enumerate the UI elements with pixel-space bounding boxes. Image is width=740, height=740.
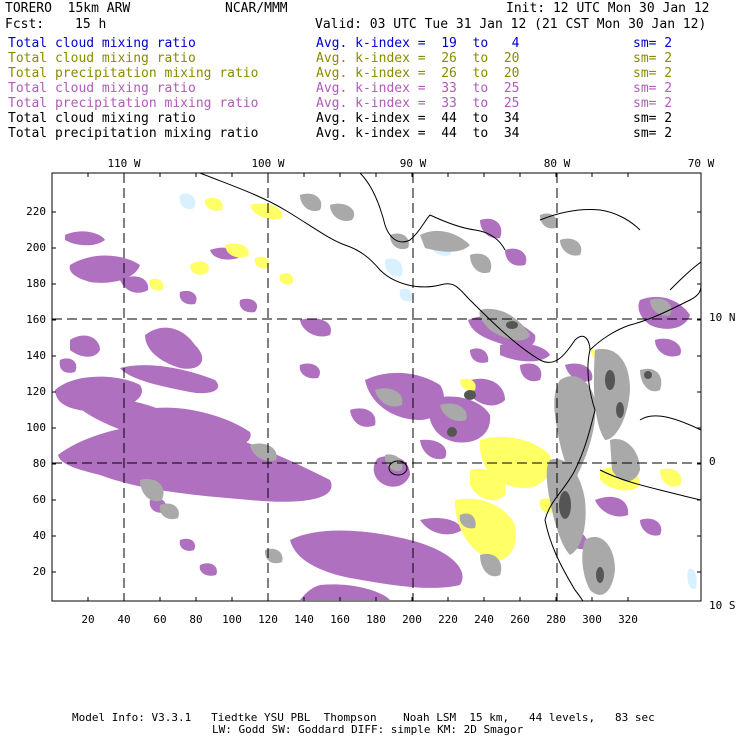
latitude-label: 0 — [709, 455, 716, 468]
x-tick-label: 60 — [153, 613, 167, 626]
longitude-label: 100 W — [251, 157, 285, 170]
legend-sm: sm= 2 — [633, 36, 673, 51]
y-tick-label: 100 — [26, 421, 46, 434]
legend-kindex: Avg. k-index = 26 to 20 — [316, 66, 520, 81]
longitude-label: 90 W — [399, 157, 427, 170]
legend-field: Total cloud mixing ratio — [8, 81, 196, 96]
y-tick-label: 60 — [32, 493, 46, 506]
y-tick-label: 140 — [26, 349, 46, 362]
latitude-label: 10 N — [709, 311, 736, 324]
x-tick-label: 80 — [189, 613, 203, 626]
x-tick-label: 300 — [582, 613, 602, 626]
longitude-label: 80 W — [543, 157, 571, 170]
x-tick-label: 220 — [438, 613, 458, 626]
x-tick-label: 320 — [618, 613, 638, 626]
legend-kindex: Avg. k-index = 26 to 20 — [316, 51, 520, 66]
legend-field: Total cloud mixing ratio — [8, 111, 196, 126]
legend-field: Total cloud mixing ratio — [8, 51, 196, 66]
legend-field: Total cloud mixing ratio — [8, 36, 196, 51]
axis-ticks — [52, 173, 701, 601]
x-tick-label: 120 — [258, 613, 278, 626]
x-tick-label: 40 — [117, 613, 131, 626]
cloud-field-layer — [52, 173, 701, 601]
forecast-hour: 15 h — [75, 17, 107, 32]
latitude-label: 10 S — [709, 599, 736, 612]
longitude-label: 70 W — [687, 157, 715, 170]
legend-field: Total precipitation mixing ratio — [8, 126, 259, 141]
legend-kindex: Avg. k-index = 44 to 34 — [316, 126, 520, 141]
legend-sm: sm= 2 — [633, 66, 673, 81]
longitude-label: 110 W — [107, 157, 141, 170]
y-tick-label: 200 — [26, 241, 46, 254]
legend-sm: sm= 2 — [633, 111, 673, 126]
y-tick-label: 180 — [26, 277, 46, 290]
legend-sm: sm= 2 — [633, 81, 673, 96]
x-tick-label: 100 — [222, 613, 242, 626]
init-time: Init: 12 UTC Mon 30 Jan 12 — [506, 1, 710, 16]
grid-lines — [52, 173, 701, 601]
forecast-label: Fcst: — [5, 17, 45, 32]
legend-field: Total precipitation mixing ratio — [8, 96, 259, 111]
legend-kindex: Avg. k-index = 19 to 4 — [316, 36, 520, 51]
model-title: TORERO 15km ARW — [5, 1, 131, 16]
y-tick-label: 160 — [26, 313, 46, 326]
y-tick-label: 20 — [32, 565, 46, 578]
x-tick-label: 180 — [366, 613, 386, 626]
x-tick-label: 240 — [474, 613, 494, 626]
legend-kindex: Avg. k-index = 33 to 25 — [316, 96, 520, 111]
legend-sm: sm= 2 — [633, 126, 673, 141]
legend-field: Total precipitation mixing ratio — [8, 66, 259, 81]
coastlines — [199, 173, 701, 601]
legend-kindex: Avg. k-index = 33 to 25 — [316, 81, 520, 96]
legend-kindex: Avg. k-index = 44 to 34 — [316, 111, 520, 126]
legend-sm: sm= 2 — [633, 96, 673, 111]
model-info: Model Info: V3.3.1 Tiedtke YSU PBL Thomp… — [72, 711, 655, 724]
physics-info: LW: Godd SW: Goddard DIFF: simple KM: 2D… — [212, 723, 524, 736]
dark-gray-cores — [447, 321, 652, 583]
y-tick-label: 40 — [32, 529, 46, 542]
x-tick-label: 140 — [294, 613, 314, 626]
x-tick-label: 20 — [81, 613, 95, 626]
x-tick-label: 260 — [510, 613, 530, 626]
x-tick-label: 160 — [330, 613, 350, 626]
y-tick-label: 220 — [26, 205, 46, 218]
valid-time: Valid: 03 UTC Tue 31 Jan 12 (21 CST Mon … — [315, 17, 707, 32]
y-tick-label: 80 — [32, 457, 46, 470]
x-tick-label: 280 — [546, 613, 566, 626]
legend-sm: sm= 2 — [633, 51, 673, 66]
center-label: NCAR/MMM — [225, 1, 288, 16]
y-tick-label: 120 — [26, 385, 46, 398]
x-tick-label: 200 — [402, 613, 422, 626]
